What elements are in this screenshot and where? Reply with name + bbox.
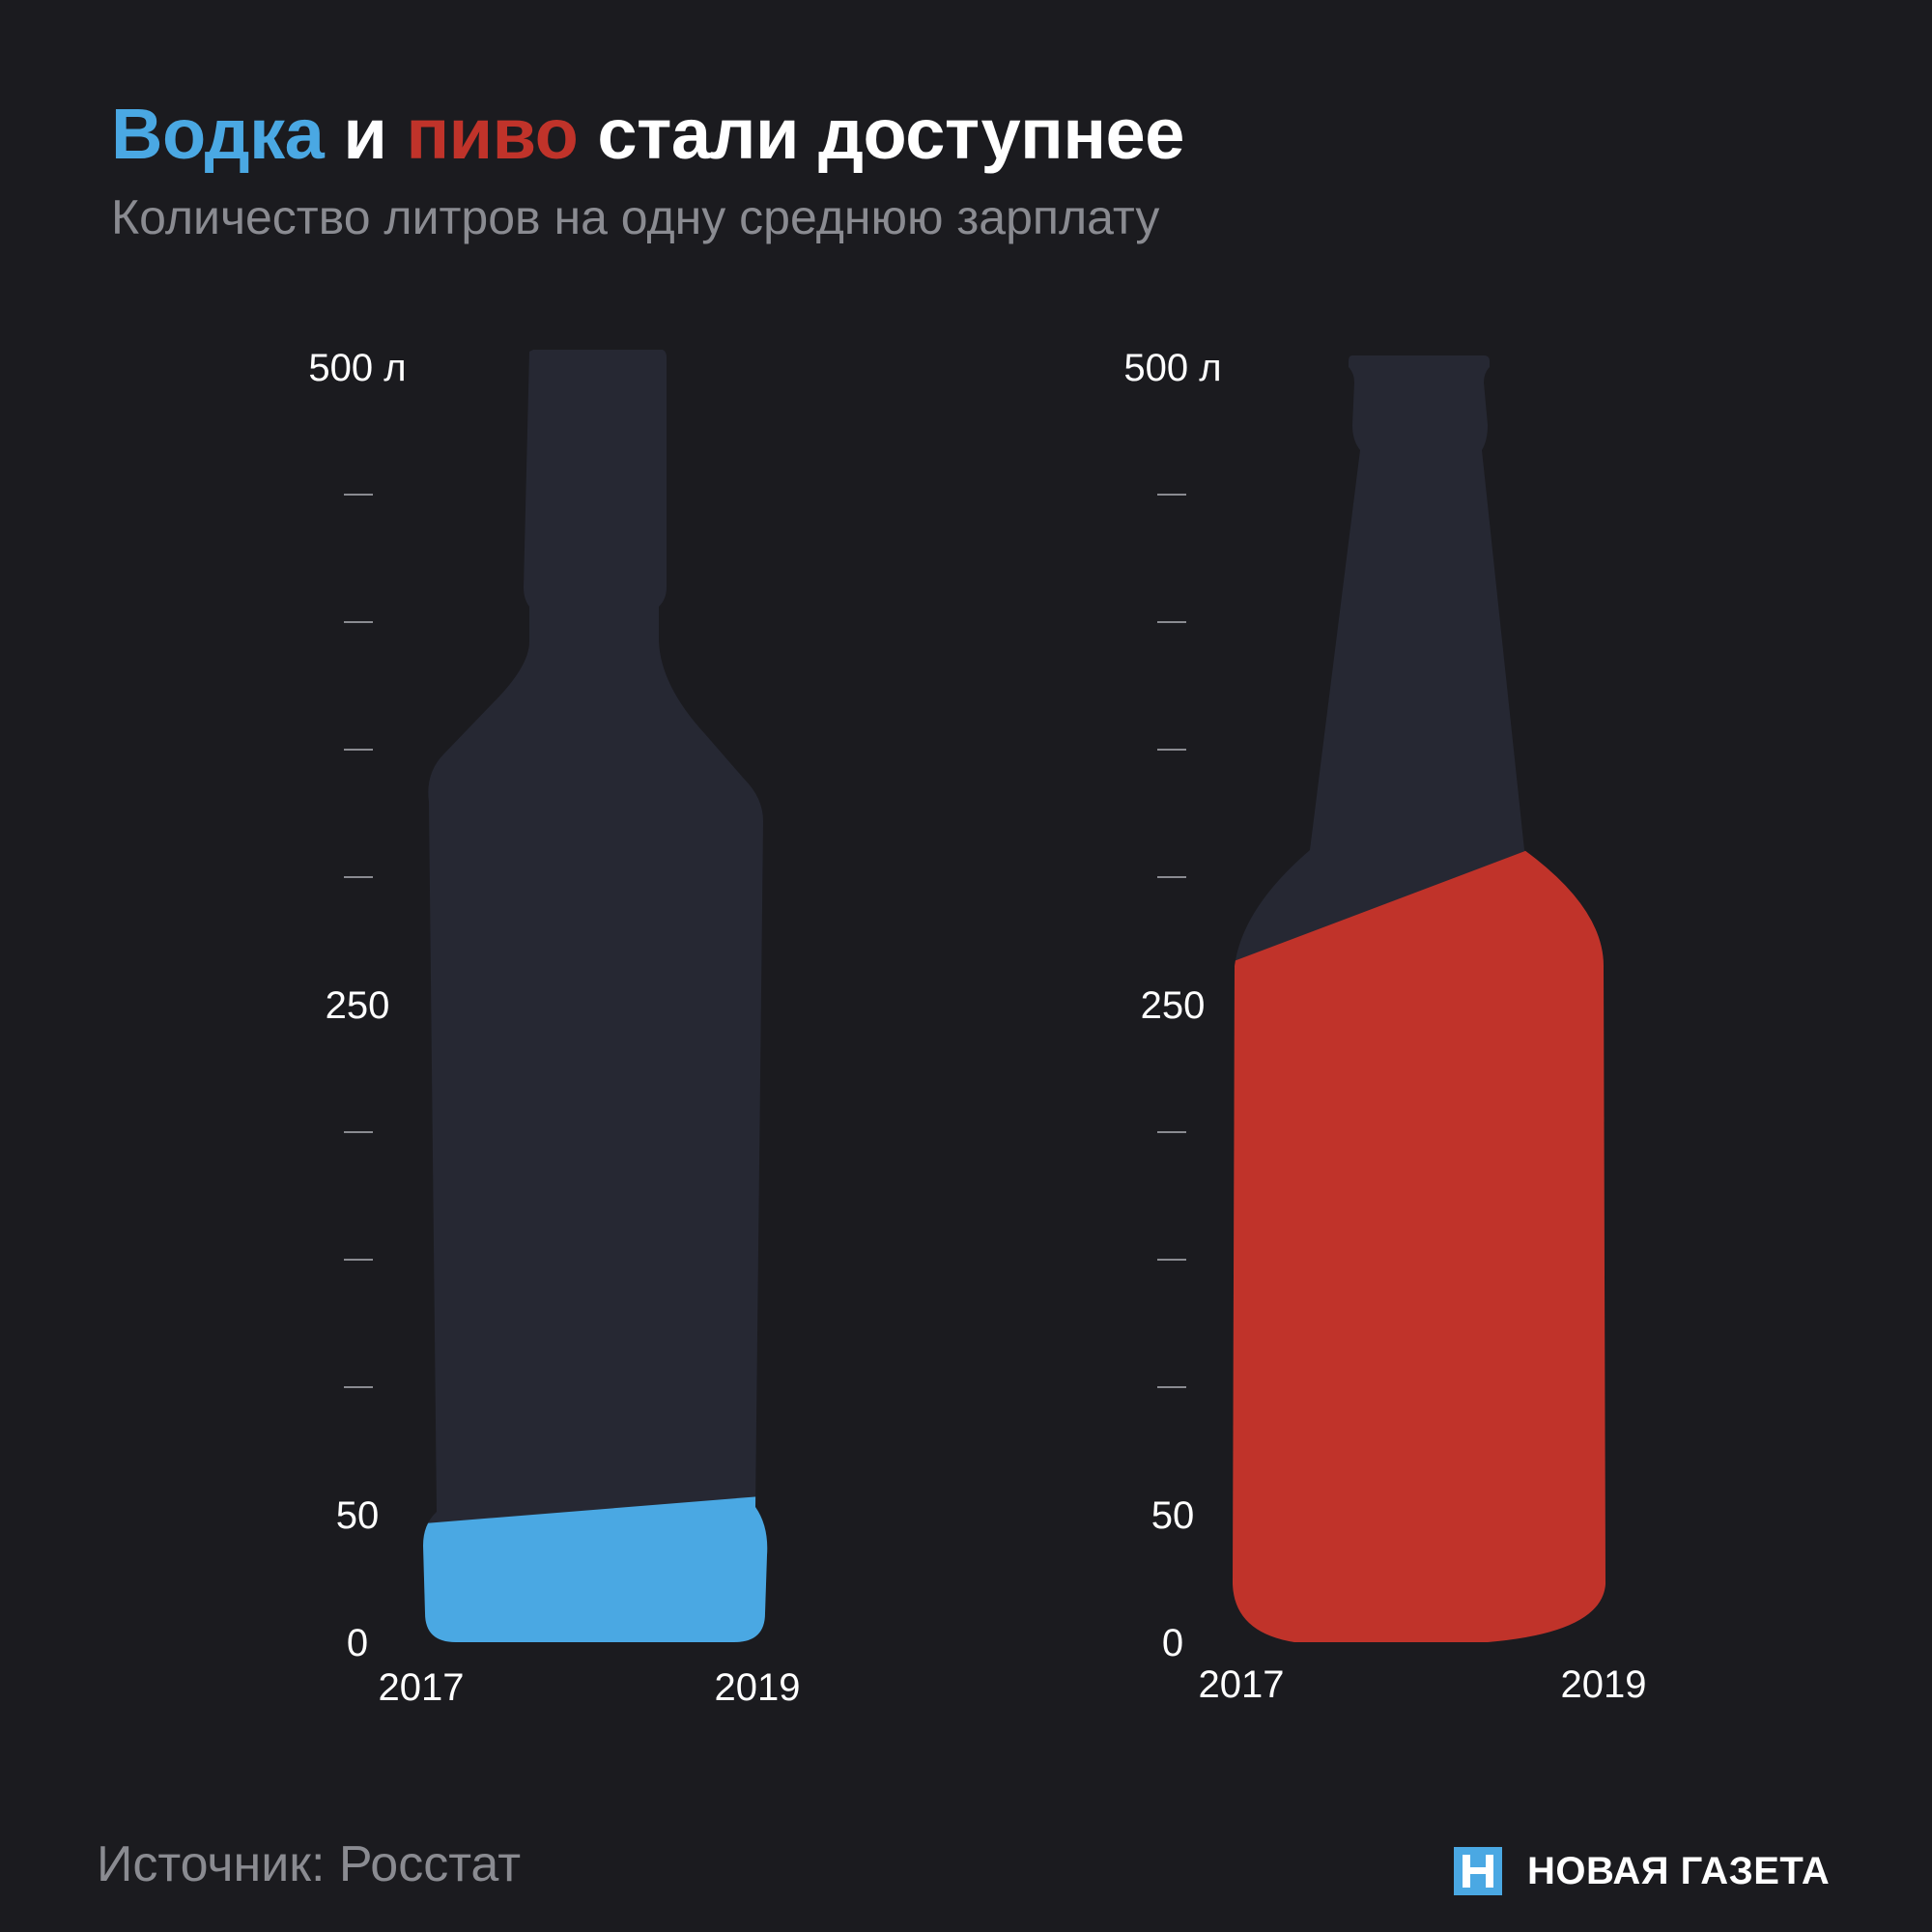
axis-label: 250 [326, 984, 390, 1027]
x-label-2019: 2019 [1561, 1663, 1647, 1706]
axis-label: 0 [347, 1622, 368, 1664]
x-label-2017: 2017 [379, 1666, 465, 1709]
source-note: Источник: Росстат [97, 1836, 522, 1892]
axis-label: 0 [1162, 1622, 1183, 1664]
chart-subtitle: Количество литров на одну среднюю зарпла… [111, 190, 1160, 244]
beer-bottle-chart: 0 50 250 500 л 2017 2019 [1123, 347, 1646, 1706]
title-and: и [324, 94, 407, 174]
vodka-liquid-fill [423, 1493, 768, 1642]
title-vodka: Водка [111, 94, 325, 174]
axis-label: 50 [1151, 1494, 1195, 1537]
vodka-bottle-silhouette [423, 350, 768, 1642]
axis-label: 500 л [308, 347, 406, 389]
vodka-bottle-chart: 0 50 250 500 л 2017 2019 [308, 347, 800, 1709]
axis-label: 500 л [1123, 347, 1221, 389]
brand-name: НОВАЯ ГАЗЕТА [1527, 1849, 1831, 1892]
axis-label: 250 [1141, 984, 1206, 1027]
title-beer: пиво [406, 94, 579, 174]
title-rest: стали доступнее [578, 94, 1184, 174]
x-label-2019: 2019 [715, 1666, 801, 1709]
brand: НОВАЯ ГАЗЕТА [1454, 1847, 1830, 1895]
chart-title: Водка и пиво стали доступнее [111, 93, 1184, 175]
x-label-2017: 2017 [1199, 1663, 1285, 1706]
beer-liquid-fill [1233, 813, 1605, 1642]
brand-logo-icon [1454, 1847, 1502, 1895]
axis-label: 50 [336, 1494, 380, 1537]
